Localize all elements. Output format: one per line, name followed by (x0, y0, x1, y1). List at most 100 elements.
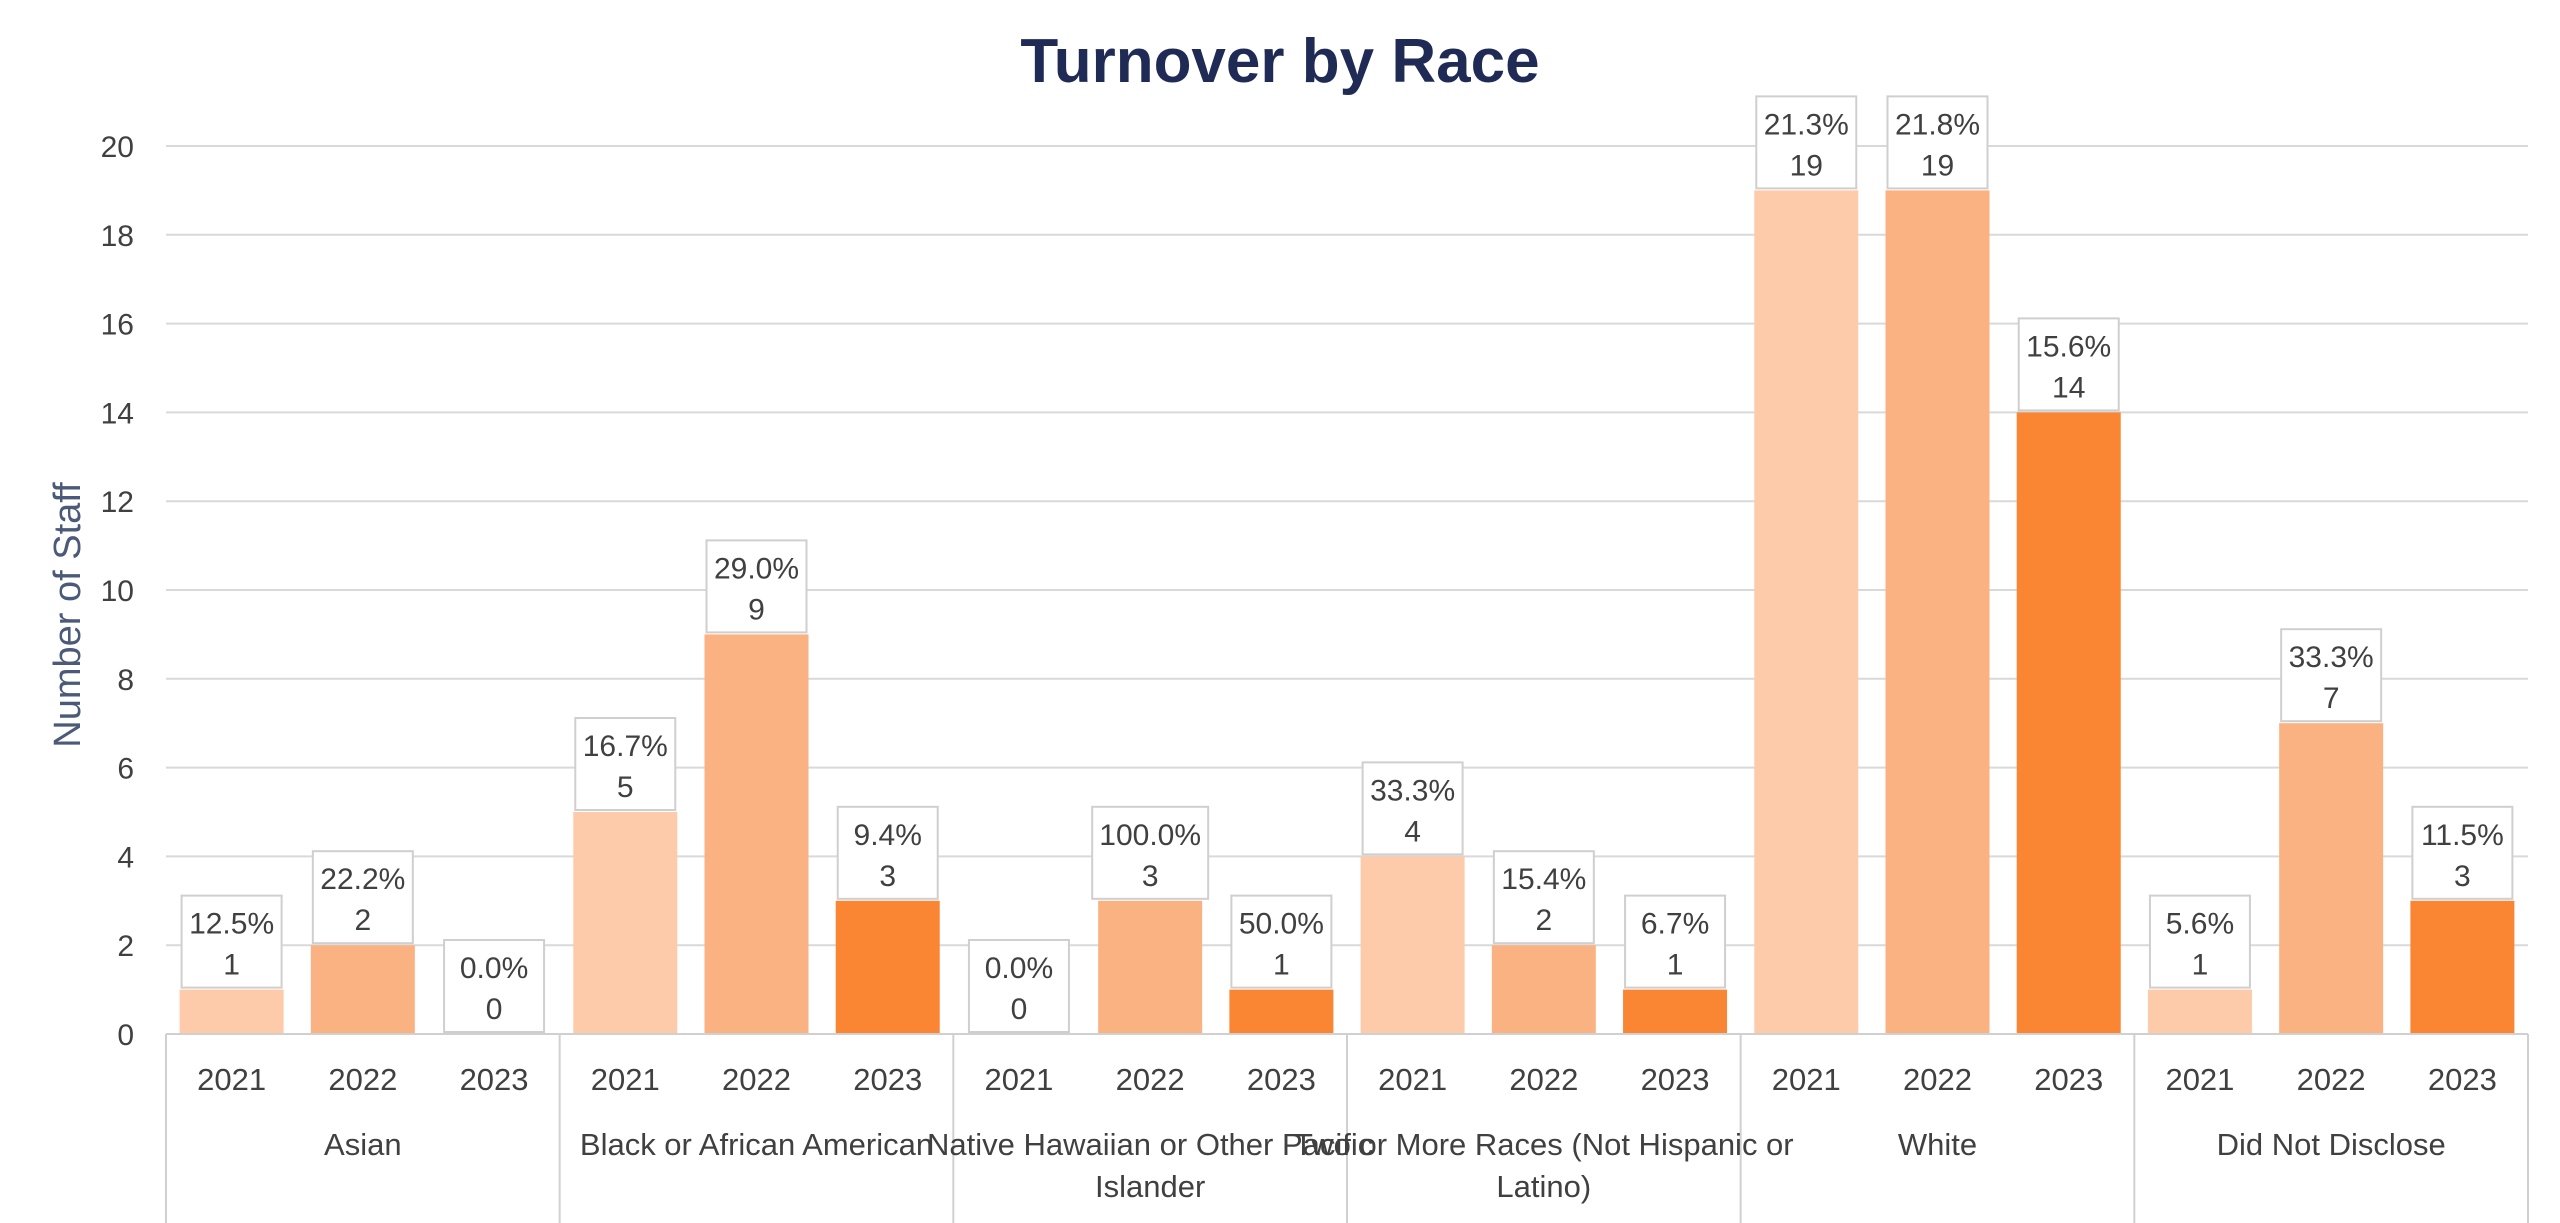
data-label-percent: 33.3% (1370, 774, 1455, 807)
data-label-percent: 21.8% (1895, 108, 1980, 141)
y-tick-label: 18 (101, 220, 134, 253)
data-label-value: 3 (879, 860, 896, 893)
bar-2022 (310, 945, 415, 1034)
x-tick-year: 2021 (591, 1062, 660, 1097)
x-tick-year: 2022 (1509, 1062, 1578, 1097)
data-label-percent: 9.4% (854, 819, 922, 852)
bar-2021 (1754, 190, 1859, 1034)
bar-2022 (1098, 900, 1203, 1034)
data-label-value: 0 (486, 993, 503, 1026)
data-label-percent: 12.5% (189, 908, 274, 941)
x-tick-year: 2022 (1903, 1062, 1972, 1097)
data-label-box (1091, 805, 1210, 900)
bar-2021 (2147, 989, 2252, 1034)
y-axis-label: Number of Staff (47, 482, 89, 748)
bar-2021 (179, 989, 284, 1034)
data-label-box (311, 850, 414, 945)
x-tick-year: 2021 (1772, 1062, 1841, 1097)
data-label-box (967, 939, 1070, 1033)
data-label-box (1492, 850, 1595, 945)
bar-2021 (573, 812, 678, 1034)
bar-2022 (704, 634, 809, 1034)
data-label-box (1886, 95, 1989, 190)
x-tick-year: 2022 (1116, 1062, 1185, 1097)
data-label-box (1755, 95, 1858, 190)
data-label-value: 3 (2454, 860, 2471, 893)
x-tick-year: 2022 (722, 1062, 791, 1097)
x-tick-year: 2023 (2034, 1062, 2103, 1097)
bar-2023 (1229, 989, 1334, 1034)
data-label-value: 19 (1921, 149, 1954, 182)
data-label-percent: 15.4% (1501, 863, 1586, 896)
data-label-percent: 29.0% (714, 552, 799, 585)
y-axis-ticks: 0 2 4 6 8 10 12 14 16 18 20 (101, 131, 134, 1052)
x-tick-year: 2023 (1247, 1062, 1316, 1097)
x-tick-year: 2022 (2297, 1062, 2366, 1097)
y-tick-label: 0 (117, 1019, 134, 1052)
x-group-label: White (1898, 1127, 1977, 1162)
bar-2023 (1623, 989, 1728, 1034)
data-label-box (2280, 628, 2383, 723)
data-label-box (1361, 761, 1464, 856)
data-label-percent: 15.6% (2026, 330, 2111, 363)
x-axis: 2021 2022 2023 Asian 2021 2022 2023 Black or Af… (165, 1033, 2529, 1223)
data-label-value: 19 (1790, 149, 1823, 182)
x-tick-year: 2023 (1641, 1062, 1710, 1097)
bar-2022 (1885, 190, 1990, 1034)
data-label-value: 3 (1142, 860, 1159, 893)
chart-title: Turnover by Race (1020, 27, 1539, 96)
data-label-value: 7 (2323, 682, 2340, 715)
data-label-value: 9 (748, 593, 765, 626)
y-tick-label: 2 (117, 930, 134, 963)
x-tick-year: 2023 (853, 1062, 922, 1097)
bar-2022 (1491, 945, 1596, 1034)
x-group-label: Black or African American (580, 1127, 933, 1162)
data-label-box (443, 939, 546, 1033)
data-label-value: 0 (1011, 993, 1028, 1026)
data-label-value: 1 (2192, 949, 2209, 982)
data-label-percent: 6.7% (1641, 908, 1709, 941)
bars (179, 190, 2515, 1034)
data-label-percent: 33.3% (2289, 641, 2374, 674)
data-label-value: 1 (223, 949, 240, 982)
y-tick-label: 12 (101, 486, 134, 519)
x-group-label: Native Hawaiian or Other Pacific Islander (927, 1127, 1373, 1204)
x-tick-year: 2021 (1378, 1062, 1447, 1097)
data-label-box (2411, 805, 2514, 900)
x-group-label: Two or More Races (Not Hispanic or Latino… (1294, 1127, 1794, 1204)
data-label-box (836, 805, 939, 900)
x-tick-year: 2021 (984, 1062, 1053, 1097)
data-label-box (2017, 317, 2120, 412)
x-tick-year: 2022 (328, 1062, 397, 1097)
x-group-label: Did Not Disclose (2217, 1127, 2446, 1162)
data-labels: 12.5%122.2%20.0%016.7%529.0%99.4%30.0%01… (180, 95, 2514, 1033)
data-label-percent: 11.5% (2421, 819, 2504, 852)
y-tick-label: 16 (101, 309, 134, 342)
data-label-value: 14 (2052, 371, 2085, 404)
data-label-percent: 5.6% (2166, 908, 2234, 941)
x-tick-year: 2023 (2428, 1062, 2497, 1097)
data-label-percent: 22.2% (320, 863, 405, 896)
data-label-box (705, 539, 808, 634)
bar-2022 (2279, 723, 2384, 1034)
data-label-value: 1 (1667, 949, 1684, 982)
y-tick-label: 10 (101, 575, 134, 608)
data-label-box (1624, 894, 1727, 989)
y-tick-label: 20 (101, 131, 134, 164)
data-label-value: 4 (1404, 815, 1421, 848)
data-label-value: 1 (1273, 949, 1290, 982)
bar-2021 (1360, 856, 1465, 1034)
data-label-box (574, 717, 677, 811)
y-tick-label: 8 (117, 664, 134, 697)
data-label-percent: 100.0% (1099, 819, 1201, 852)
x-group-label: Asian (324, 1127, 402, 1162)
y-tick-label: 14 (101, 397, 134, 430)
x-tick-year: 2021 (2165, 1062, 2234, 1097)
y-tick-label: 4 (117, 841, 134, 874)
data-label-box (180, 894, 283, 989)
data-label-value: 5 (617, 771, 634, 804)
y-tick-label: 6 (117, 753, 134, 786)
data-label-percent: 50.0% (1239, 908, 1324, 941)
data-label-percent: 16.7% (583, 730, 668, 763)
data-label-value: 2 (354, 904, 371, 937)
